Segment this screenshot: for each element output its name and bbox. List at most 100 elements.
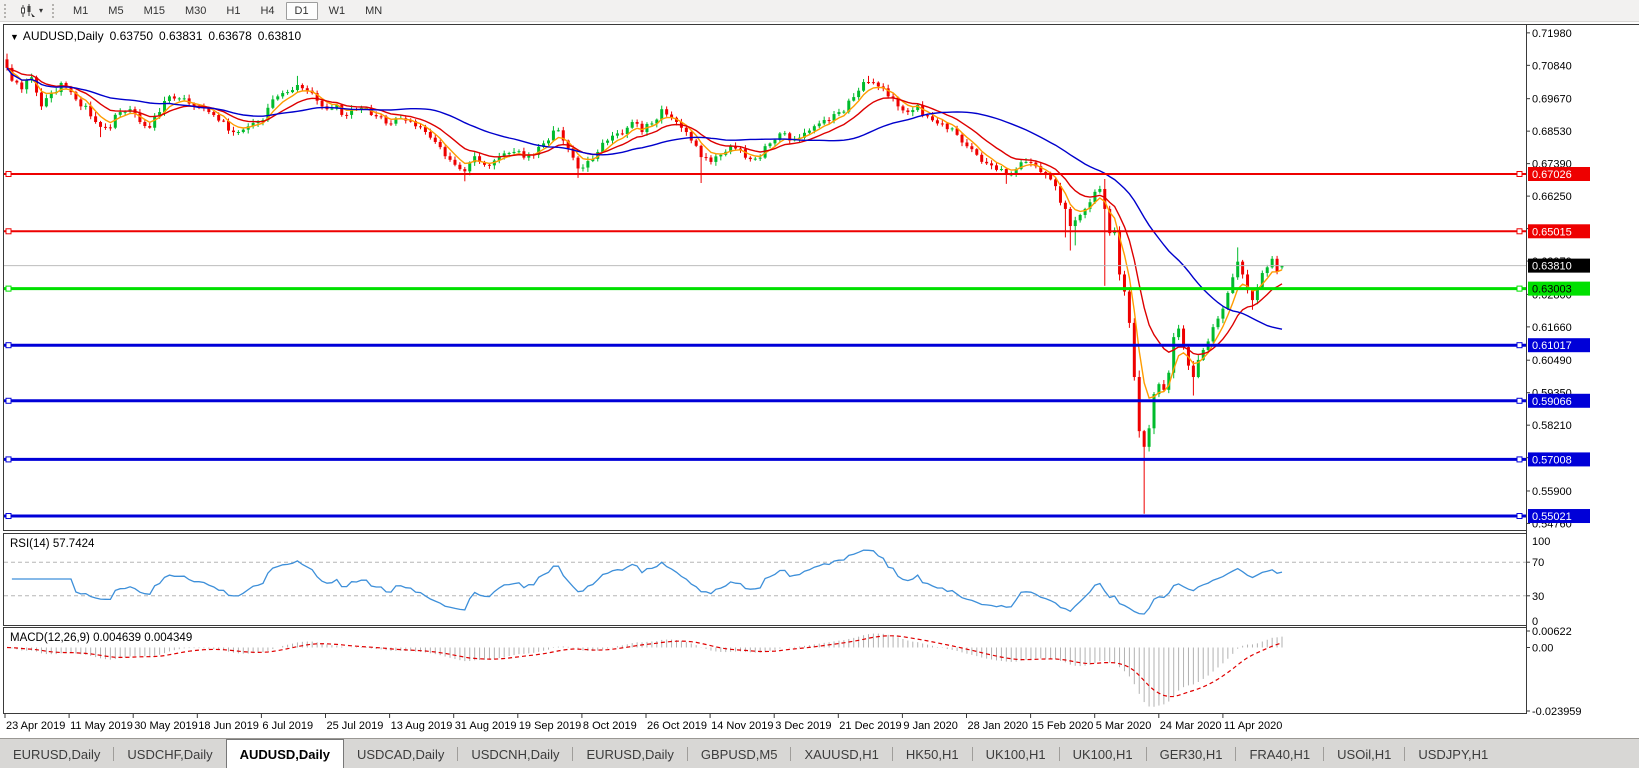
chart-tab-usdchf-daily[interactable]: USDCHF,Daily: [127, 746, 213, 762]
hline-handle-right[interactable]: [1516, 285, 1523, 292]
svg-text:0.63003: 0.63003: [1532, 284, 1572, 296]
current-price-label: [1528, 258, 1590, 273]
candlesticks: [5, 53, 1284, 514]
date-label: 24 Mar 2020: [1160, 720, 1222, 732]
macd-axis: 0.00622 0.00 -0.023959: [1526, 626, 1582, 718]
svg-text:30: 30: [1532, 591, 1544, 603]
macd-label: MACD(12,26,9) 0.004639 0.004349: [10, 632, 192, 644]
svg-text:0.61017: 0.61017: [1532, 340, 1572, 352]
chart-tab-ger30-h1[interactable]: GER30,H1: [1159, 746, 1223, 762]
timeframe-button-w1[interactable]: W1: [328, 4, 346, 17]
svg-text:70: 70: [1532, 557, 1544, 569]
sma-34-line: [6, 67, 1283, 330]
hline-handle-left[interactable]: [5, 342, 12, 349]
date-label: 18 Jun 2019: [198, 720, 259, 732]
ohlc-open: 0.63750: [109, 29, 153, 43]
tab-separator: [891, 747, 893, 761]
hline-handle-left[interactable]: [5, 513, 12, 520]
ohlc-close: 0.63810: [257, 29, 302, 43]
chart-title: AUDUSD,Daily: [22, 29, 104, 43]
svg-text:0: 0: [1532, 616, 1538, 628]
date-label: 26 Oct 2019: [647, 720, 707, 732]
timeframe-button-m5[interactable]: M5: [108, 4, 124, 17]
timeframe-button-h1[interactable]: H1: [226, 4, 241, 17]
chart-tab-usdcnh-daily[interactable]: USDCNH,Daily: [471, 746, 560, 762]
hline-handle-right[interactable]: [1516, 228, 1523, 235]
hline-handle-right[interactable]: [1516, 342, 1523, 349]
chart-tab-audusd-daily[interactable]: AUDUSD,Daily: [225, 739, 344, 768]
date-label: 11 May 2019: [70, 720, 133, 732]
tab-separator: [686, 747, 688, 761]
hline-handle-right[interactable]: [1516, 171, 1523, 177]
main-panel-frame: [3, 24, 1527, 531]
svg-text:0.66250: 0.66250: [1532, 191, 1572, 203]
symbol-dropdown-icon[interactable]: ▼: [10, 32, 19, 42]
svg-text:0.59066: 0.59066: [1532, 396, 1572, 408]
timeframe-button-m30[interactable]: M30: [184, 4, 207, 17]
hline-handle-left[interactable]: [5, 171, 12, 177]
svg-text:0.71980: 0.71980: [1532, 28, 1572, 40]
hline-handle-left[interactable]: [5, 285, 12, 292]
date-label: 9 Jan 2020: [903, 720, 957, 732]
hline-handle-right[interactable]: [1516, 397, 1523, 404]
date-label: 21 Dec 2019: [839, 720, 901, 732]
date-label: 3 Dec 2019: [775, 720, 831, 732]
chart-tab-xauusd-h1[interactable]: XAUUSD,H1: [804, 746, 879, 762]
svg-text:-0.023959: -0.023959: [1532, 706, 1582, 718]
chart-tab-uk100-h1[interactable]: UK100,H1: [985, 746, 1046, 762]
date-axis[interactable]: 23 Apr 2019 11 May 2019 30 May 2019 18 Jun …: [4, 714, 1283, 732]
candlestick-chart-icon: [21, 3, 35, 17]
chart-tab-hk50-h1[interactable]: HK50,H1: [905, 746, 959, 762]
ohlc-high: 0.63831: [159, 29, 203, 43]
svg-text:0.58210: 0.58210: [1532, 420, 1572, 432]
chart-tab-gbpusd-m5[interactable]: GBPUSD,M5: [700, 746, 778, 762]
timeframe-button-m15[interactable]: M15: [143, 4, 165, 17]
timeframe-button-mn[interactable]: MN: [365, 4, 383, 17]
moving-average-lines: [6, 67, 1283, 399]
date-label: 13 Aug 2019: [391, 720, 453, 732]
chart-tab-usdjpy-h1[interactable]: USDJPY,H1: [1418, 746, 1489, 762]
svg-text:100: 100: [1532, 536, 1550, 548]
date-label: 28 Jan 2020: [968, 720, 1029, 732]
hline-handle-right[interactable]: [1516, 513, 1523, 520]
svg-text:0.57008: 0.57008: [1532, 454, 1572, 466]
toolbar-grip-2[interactable]: [52, 3, 59, 18]
chart-tab-usoil-h1[interactable]: USOil,H1: [1337, 746, 1392, 762]
timeframe-button-h4[interactable]: H4: [260, 4, 275, 17]
tab-separator: [457, 747, 459, 761]
timeframe-button-m1[interactable]: M1: [73, 4, 89, 17]
tab-separator: [572, 747, 574, 761]
chart-tab-eurusd-daily[interactable]: EURUSD,Daily: [13, 746, 101, 762]
timeframe-buttons: M1 M5 M15 M30 H1 H4 D1 W1 MN: [63, 1, 392, 20]
svg-text:0.68530: 0.68530: [1532, 126, 1572, 138]
date-label: 19 Sep 2019: [519, 720, 581, 732]
svg-text:0.67026: 0.67026: [1532, 169, 1572, 181]
macd-plot: [6, 633, 1283, 707]
svg-text:0.00: 0.00: [1532, 642, 1553, 654]
date-label: 11 Apr 2020: [1224, 720, 1283, 732]
chart-type-button[interactable]: ▾: [17, 3, 46, 19]
tab-separator: [1323, 747, 1325, 761]
chart-tab-fra40-h1[interactable]: FRA40,H1: [1249, 746, 1311, 762]
svg-text:0.55021: 0.55021: [1532, 511, 1572, 523]
tab-separator: [971, 747, 973, 761]
chart-tab-uk100-h1[interactable]: UK100,H1: [1072, 746, 1133, 762]
hline-handle-left[interactable]: [5, 456, 12, 463]
hline-handle-right[interactable]: [1516, 456, 1523, 463]
chart-tab-usdcad-daily[interactable]: USDCAD,Daily: [356, 746, 445, 762]
hline-handle-left[interactable]: [5, 228, 12, 235]
price-chart[interactable]: 0.719800.708400.696700.685300.673900.662…: [0, 20, 1639, 768]
chart-tab-eurusd-daily[interactable]: EURUSD,Daily: [586, 746, 674, 762]
svg-text:0.69670: 0.69670: [1532, 94, 1572, 106]
ema-5-line: [6, 67, 1283, 399]
toolbar-grip[interactable]: [4, 3, 11, 18]
date-label: 23 Apr 2019: [6, 720, 65, 732]
date-label: 8 Oct 2019: [583, 720, 637, 732]
timeframe-button-d1[interactable]: D1: [285, 1, 318, 20]
svg-text:0.61660: 0.61660: [1532, 322, 1572, 334]
hline-handle-left[interactable]: [5, 397, 12, 404]
rsi-line: [11, 549, 1283, 615]
svg-text:0.55900: 0.55900: [1532, 486, 1572, 498]
chevron-down-icon: ▾: [39, 6, 44, 15]
date-label: 15 Feb 2020: [1032, 720, 1094, 732]
